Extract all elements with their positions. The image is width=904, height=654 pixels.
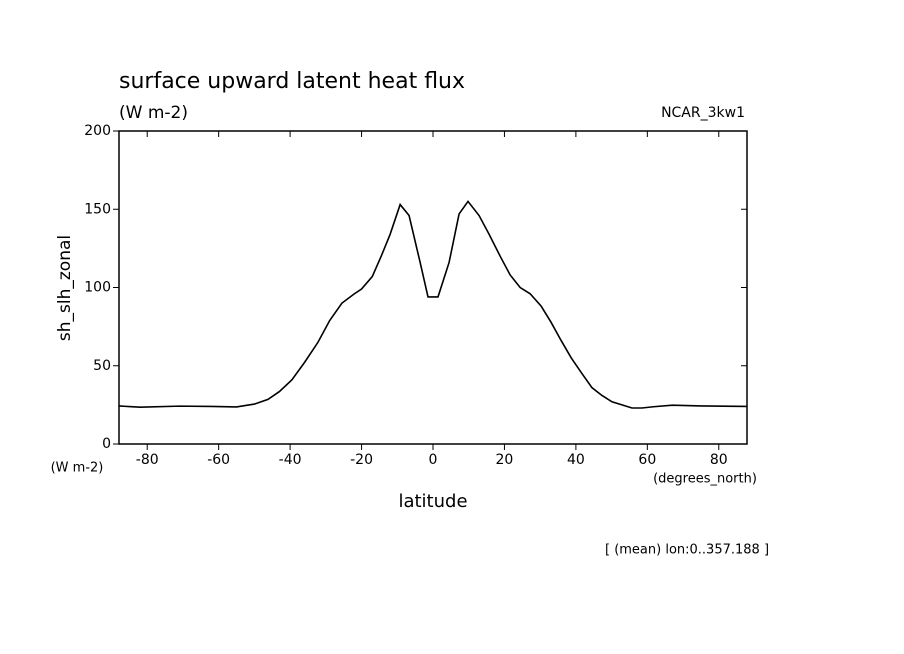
x-tick-label: -60 xyxy=(207,452,230,468)
x-tick-label: 20 xyxy=(496,452,514,468)
note: [ (mean) lon:0..357.188 ] xyxy=(605,543,769,558)
x-tick-label: -20 xyxy=(350,452,373,468)
x-tick-label: 40 xyxy=(567,452,585,468)
x-tick-label: 60 xyxy=(638,452,656,468)
data-line xyxy=(118,200,748,409)
y-tick-label: 0 xyxy=(102,436,111,452)
chart-title: surface upward latent heat flux xyxy=(119,69,465,94)
x-tick-label: -80 xyxy=(136,452,159,468)
x-tick-label: 80 xyxy=(710,452,728,468)
chart-subtitle: (W m-2) xyxy=(119,103,188,123)
y-tick-label: 200 xyxy=(84,123,111,139)
x-units: (degrees_north) xyxy=(653,472,757,487)
x-tick-label: 0 xyxy=(429,452,438,468)
x-axis-label: latitude xyxy=(398,491,467,512)
y-tick-label: 50 xyxy=(93,358,111,374)
plot-frame xyxy=(118,130,748,445)
y-units: (W m-2) xyxy=(51,461,104,476)
dataset-label: NCAR_3kw1 xyxy=(661,105,745,121)
y-tick-label: 100 xyxy=(84,280,111,296)
y-axis-label: sh_slh_zonal xyxy=(55,235,75,341)
x-tick-label: -40 xyxy=(279,452,302,468)
y-tick-label: 150 xyxy=(84,201,111,217)
